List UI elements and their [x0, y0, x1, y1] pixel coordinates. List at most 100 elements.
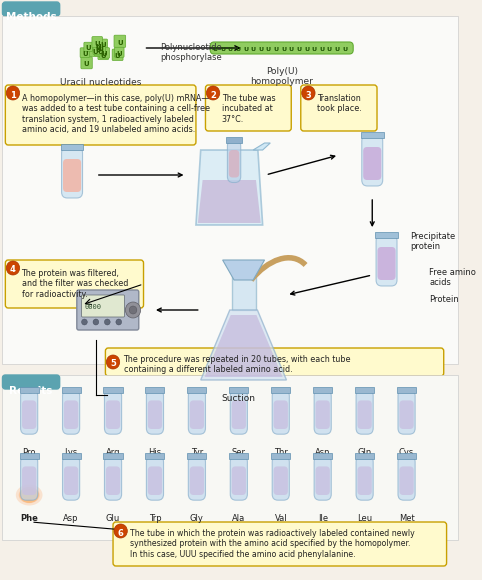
Text: U: U [82, 51, 88, 57]
Text: U: U [281, 47, 286, 52]
Bar [187, 387, 206, 393]
Text: U: U [97, 49, 103, 55]
FancyBboxPatch shape [94, 41, 103, 51]
Text: U: U [289, 47, 294, 52]
Text: A homopolymer—in this case, poly(U) mRNA—
was added to a test tube containing a : A homopolymer—in this case, poly(U) mRNA… [23, 94, 211, 134]
FancyBboxPatch shape [98, 39, 107, 49]
FancyBboxPatch shape [113, 522, 447, 566]
Text: U: U [95, 44, 101, 50]
Circle shape [105, 319, 110, 325]
Text: Tyr: Tyr [191, 448, 203, 457]
FancyBboxPatch shape [84, 42, 93, 52]
FancyBboxPatch shape [80, 48, 90, 57]
Bar [355, 453, 374, 459]
Text: Thr: Thr [274, 448, 288, 457]
FancyBboxPatch shape [363, 147, 381, 180]
FancyBboxPatch shape [230, 390, 247, 434]
Text: Glu: Glu [106, 514, 120, 523]
FancyBboxPatch shape [188, 456, 205, 500]
Text: U: U [92, 49, 98, 55]
FancyBboxPatch shape [5, 260, 144, 308]
FancyBboxPatch shape [94, 41, 107, 54]
FancyBboxPatch shape [400, 466, 414, 495]
Ellipse shape [20, 487, 39, 503]
FancyBboxPatch shape [81, 295, 124, 317]
FancyBboxPatch shape [2, 2, 60, 16]
FancyBboxPatch shape [64, 400, 78, 429]
FancyBboxPatch shape [274, 466, 288, 495]
Text: Val: Val [274, 514, 287, 523]
Text: 5: 5 [110, 360, 116, 368]
Text: U: U [243, 47, 248, 52]
Text: U: U [84, 61, 89, 67]
Text: Ile: Ile [318, 514, 328, 523]
Text: Arg: Arg [106, 448, 120, 457]
FancyBboxPatch shape [314, 456, 331, 500]
FancyBboxPatch shape [301, 85, 377, 131]
Circle shape [107, 355, 120, 369]
FancyBboxPatch shape [376, 235, 397, 286]
FancyBboxPatch shape [63, 390, 80, 434]
FancyBboxPatch shape [100, 48, 109, 58]
Text: 1: 1 [10, 90, 16, 100]
Polygon shape [196, 150, 263, 225]
Text: His: His [148, 448, 161, 457]
Polygon shape [201, 310, 286, 380]
FancyBboxPatch shape [98, 49, 108, 60]
Text: Methods: Methods [6, 12, 56, 22]
FancyBboxPatch shape [105, 456, 121, 500]
Bar [62, 387, 80, 393]
Bar [146, 453, 164, 459]
Bar [61, 144, 83, 150]
FancyBboxPatch shape [228, 140, 241, 183]
Text: The tube in which the protein was radioactively labeled contained newly
synthesi: The tube in which the protein was radioa… [130, 529, 415, 559]
Text: Met: Met [399, 514, 415, 523]
FancyBboxPatch shape [106, 466, 120, 495]
FancyBboxPatch shape [356, 456, 373, 500]
FancyBboxPatch shape [94, 41, 102, 50]
Text: U: U [95, 45, 101, 50]
Text: Gly: Gly [190, 514, 204, 523]
Text: Asp: Asp [63, 514, 79, 523]
FancyBboxPatch shape [5, 85, 196, 145]
FancyBboxPatch shape [229, 150, 239, 177]
FancyBboxPatch shape [230, 456, 247, 500]
FancyBboxPatch shape [147, 456, 163, 500]
FancyBboxPatch shape [147, 390, 163, 434]
Text: Ser: Ser [232, 448, 246, 457]
Bar [104, 453, 122, 459]
Circle shape [6, 86, 20, 100]
FancyBboxPatch shape [398, 456, 415, 500]
Ellipse shape [16, 484, 42, 506]
FancyBboxPatch shape [272, 456, 289, 500]
FancyBboxPatch shape [272, 390, 289, 434]
Circle shape [81, 319, 87, 325]
FancyBboxPatch shape [205, 85, 291, 131]
FancyBboxPatch shape [358, 400, 372, 429]
FancyBboxPatch shape [115, 48, 124, 57]
Text: U: U [98, 46, 103, 52]
Text: 0000: 0000 [84, 304, 101, 310]
Text: Leu: Leu [357, 514, 372, 523]
Circle shape [114, 524, 127, 538]
Bar [227, 137, 241, 143]
Ellipse shape [19, 487, 40, 503]
Text: Cys: Cys [399, 448, 414, 457]
FancyBboxPatch shape [90, 45, 101, 56]
FancyBboxPatch shape [188, 390, 205, 434]
FancyBboxPatch shape [81, 57, 92, 69]
FancyBboxPatch shape [232, 400, 246, 429]
FancyBboxPatch shape [63, 456, 80, 500]
Circle shape [116, 319, 121, 325]
Circle shape [125, 302, 141, 318]
Text: U: U [258, 47, 263, 52]
Text: Protein: Protein [429, 295, 459, 304]
Text: Polynucleotide
phosphorylase: Polynucleotide phosphorylase [161, 43, 222, 63]
Text: Translation
took place.: Translation took place. [317, 94, 362, 114]
Bar [313, 387, 332, 393]
Bar [187, 453, 206, 459]
FancyBboxPatch shape [114, 35, 126, 48]
FancyBboxPatch shape [62, 147, 82, 198]
Text: Free amino
acids: Free amino acids [429, 268, 476, 288]
Bar [355, 387, 374, 393]
